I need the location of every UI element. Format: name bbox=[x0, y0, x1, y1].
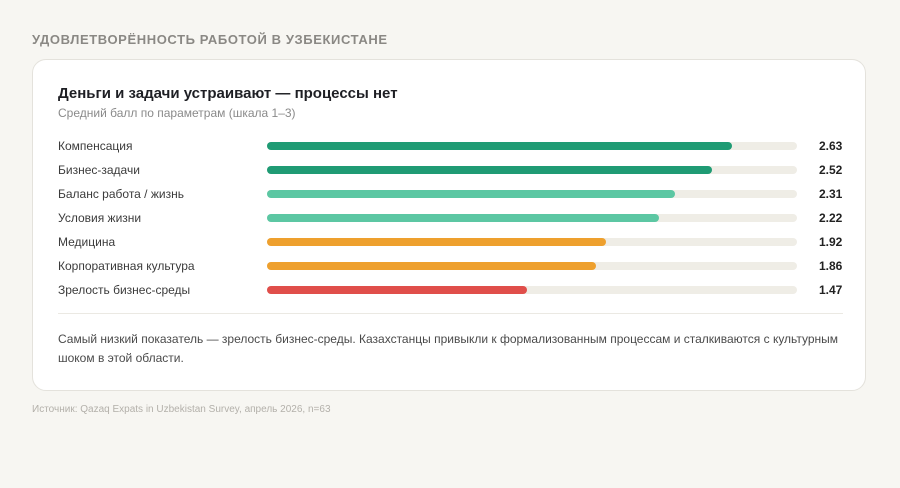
bar-value: 1.86 bbox=[819, 259, 843, 273]
bar-fill bbox=[267, 214, 660, 222]
bar-track bbox=[267, 142, 797, 150]
bar-row: Медицина 1.92 bbox=[58, 232, 848, 256]
bar-value: 1.47 bbox=[819, 283, 843, 297]
bar-fill bbox=[267, 286, 527, 294]
divider bbox=[58, 313, 843, 314]
bar-row: Зрелость бизнес-среды 1.47 bbox=[58, 280, 848, 304]
bar-fill bbox=[267, 262, 596, 270]
bar-row: Баланс работа / жизнь 2.31 bbox=[58, 184, 848, 208]
bar-row: Бизнес-задачи 2.52 bbox=[58, 160, 848, 184]
section-title: УДОВЛЕТВОРЁННОСТЬ РАБОТОЙ В УЗБЕКИСТАНЕ bbox=[32, 32, 388, 47]
source-caption: Источник: Qazaq Expats in Uzbekistan Sur… bbox=[32, 404, 331, 415]
bar-row: Компенсация 2.63 bbox=[58, 136, 848, 160]
bar-label: Корпоративная культура bbox=[58, 259, 195, 273]
chart-note: Самый низкий показатель — зрелость бизне… bbox=[58, 332, 839, 365]
bar-value: 2.31 bbox=[819, 187, 843, 201]
bar-label: Баланс работа / жизнь bbox=[58, 187, 184, 201]
bar-label: Бизнес-задачи bbox=[58, 163, 140, 177]
bar-fill bbox=[267, 190, 676, 198]
bar-row: Условия жизни 2.22 bbox=[58, 208, 848, 232]
bar-value: 2.52 bbox=[819, 163, 843, 177]
bar-label: Медицина bbox=[58, 235, 116, 249]
bar-fill bbox=[267, 142, 732, 150]
bar-track bbox=[267, 190, 797, 198]
bar-value: 2.22 bbox=[819, 211, 843, 225]
chart-title: Деньги и задачи устраивают — процессы не… bbox=[58, 85, 398, 102]
bar-track bbox=[267, 166, 797, 174]
bar-label: Компенсация bbox=[58, 139, 133, 153]
bar-track bbox=[267, 262, 797, 270]
chart-subtitle: Средний балл по параметрам (шкала 1–3) bbox=[58, 106, 296, 120]
bar-label: Зрелость бизнес-среды bbox=[58, 283, 191, 297]
bar-track bbox=[267, 214, 797, 222]
bar-fill bbox=[267, 238, 607, 246]
bar-value: 1.92 bbox=[819, 235, 843, 249]
bar-rows: Компенсация 2.63 Бизнес-задачи 2.52 Бала… bbox=[58, 136, 848, 304]
bar-label: Условия жизни bbox=[58, 211, 142, 225]
bar-value: 2.63 bbox=[819, 139, 843, 153]
bar-row: Корпоративная культура 1.86 bbox=[58, 256, 848, 280]
bar-track bbox=[267, 238, 797, 246]
chart-card: Деньги и задачи устраивают — процессы не… bbox=[32, 59, 866, 391]
bar-fill bbox=[267, 166, 713, 174]
bar-track bbox=[267, 286, 797, 294]
